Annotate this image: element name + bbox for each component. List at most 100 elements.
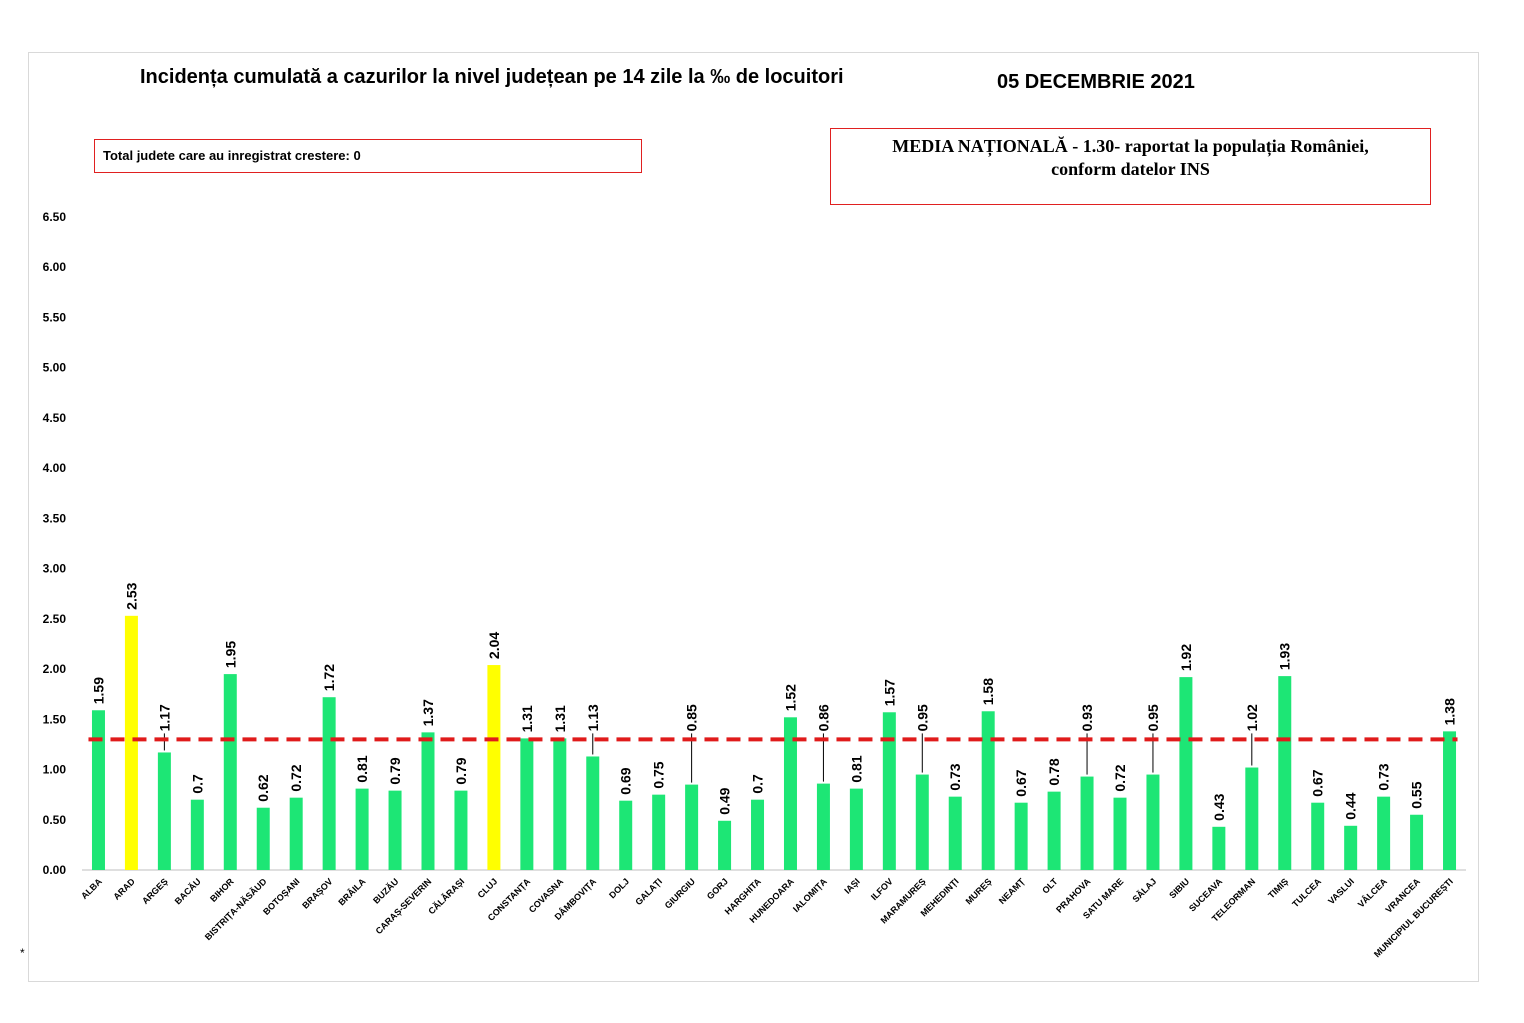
data-label: 0.62 <box>255 774 271 801</box>
x-tick-label: TIMIȘ <box>1266 876 1290 900</box>
bar <box>882 712 896 870</box>
x-tick-label: IALOMIȚA <box>791 876 829 914</box>
total-increase-box: Total judete care au inregistrat crester… <box>94 139 642 173</box>
bar <box>1146 774 1160 870</box>
bar <box>619 800 633 870</box>
bar <box>1212 826 1226 870</box>
bar <box>783 717 797 870</box>
x-tick-label: CLUJ <box>476 876 500 900</box>
x-tick-label: ALBA <box>79 876 104 901</box>
data-label: 0.79 <box>453 757 469 784</box>
bar <box>289 797 303 870</box>
y-tick-label: 0.00 <box>43 863 67 877</box>
data-label: 1.92 <box>1178 644 1194 671</box>
data-label: 1.37 <box>420 699 436 726</box>
bar <box>454 790 468 870</box>
bar <box>652 794 666 870</box>
y-tick-label: 0.50 <box>43 813 67 827</box>
bar <box>487 665 501 870</box>
data-label: 0.72 <box>1112 764 1128 791</box>
bar <box>223 674 237 870</box>
x-tick-label: VÂLCEA <box>1355 875 1389 909</box>
y-tick-label: 5.50 <box>43 310 67 324</box>
bar <box>91 710 105 870</box>
x-tick-label: ILFOV <box>869 876 895 902</box>
x-tick-label: NEAMȚ <box>997 876 1027 906</box>
bar <box>948 796 962 870</box>
data-label: 0.44 <box>1343 792 1359 819</box>
data-label: 0.81 <box>848 755 864 782</box>
x-tick-label: MUREȘ <box>964 876 994 906</box>
data-label: 0.49 <box>717 787 733 814</box>
national-average-box: MEDIA NAȚIONALĂ - 1.30- raportat la popu… <box>830 128 1431 205</box>
bar <box>190 799 204 870</box>
bar <box>355 788 369 870</box>
footnote-marker: * <box>20 946 25 960</box>
report-date: 05 DECEMBRIE 2021 <box>997 71 1195 93</box>
bar <box>1377 796 1391 870</box>
x-tick-label: DOLJ <box>607 876 631 900</box>
data-label: 0.73 <box>1376 763 1392 790</box>
data-labels: 1.59 2.53 1.17 0.7 1.95 0.62 0.72 1.72 0.81 0.79 1… <box>90 582 1457 820</box>
y-tick-label: 5.00 <box>43 361 67 375</box>
data-label: 1.58 <box>980 678 996 705</box>
bar <box>685 784 699 870</box>
data-label: 0.95 <box>914 704 930 731</box>
data-label: 1.72 <box>321 664 337 691</box>
x-tick-label: BUZĂU <box>371 876 400 905</box>
bar <box>1080 776 1094 870</box>
data-label: 0.55 <box>1409 781 1425 808</box>
bar <box>816 783 830 870</box>
bar <box>1311 802 1325 870</box>
data-label: 1.93 <box>1277 643 1293 670</box>
bar <box>1443 731 1457 870</box>
bar <box>981 711 995 870</box>
x-tick-label: BIHOR <box>208 876 236 904</box>
data-label: 1.95 <box>222 641 238 668</box>
x-tick-label: BRAȘOV <box>300 876 334 910</box>
data-label: 0.85 <box>684 704 700 731</box>
y-tick-label: 1.50 <box>43 712 67 726</box>
x-tick-label: OLT <box>1040 876 1060 896</box>
data-label: 0.7 <box>189 774 205 794</box>
x-tick-label: SIBIU <box>1167 876 1191 900</box>
y-tick-label: 1.00 <box>43 763 67 777</box>
data-label: 0.78 <box>1046 758 1062 785</box>
data-label: 1.13 <box>585 704 601 731</box>
data-label: 0.86 <box>815 704 831 731</box>
data-label: 0.43 <box>1211 793 1227 820</box>
data-label: 1.31 <box>552 705 568 732</box>
x-tick-label: ARGEȘ <box>140 876 170 906</box>
x-tick-label: TULCEA <box>1290 876 1323 909</box>
bar <box>124 615 138 870</box>
data-label: 1.57 <box>881 679 897 706</box>
bar <box>1113 797 1127 870</box>
y-tick-label: 2.50 <box>43 612 67 626</box>
bar <box>157 752 171 870</box>
bar <box>256 807 270 870</box>
data-label: 1.02 <box>1244 704 1260 731</box>
chart-frame <box>28 52 1479 982</box>
x-tick-label: BACĂU <box>173 876 203 906</box>
y-tick-label: 2.00 <box>43 662 67 676</box>
data-label: 1.17 <box>156 704 172 731</box>
bar <box>586 756 600 870</box>
data-label: 1.38 <box>1442 698 1458 725</box>
x-tick-label: IAȘI <box>842 876 861 895</box>
x-tick-label: GALAȚI <box>633 876 664 907</box>
x-tick-label: GORJ <box>705 876 730 901</box>
x-tick-label: GIURGIU <box>663 876 697 910</box>
national-average-line2: conform datelor INS <box>1051 159 1210 179</box>
bar <box>1047 791 1061 870</box>
bar <box>1278 676 1292 870</box>
bar <box>553 738 567 870</box>
data-label: 0.81 <box>354 755 370 782</box>
national-average-line1: MEDIA NAȚIONALĂ - 1.30- raportat la popu… <box>892 136 1369 156</box>
bars <box>91 615 1457 870</box>
bar <box>915 774 929 870</box>
bar <box>1410 814 1424 870</box>
y-tick-label: 6.50 <box>43 210 67 224</box>
bar <box>849 788 863 870</box>
y-tick-label: 4.50 <box>43 411 67 425</box>
data-label: 0.67 <box>1013 769 1029 796</box>
